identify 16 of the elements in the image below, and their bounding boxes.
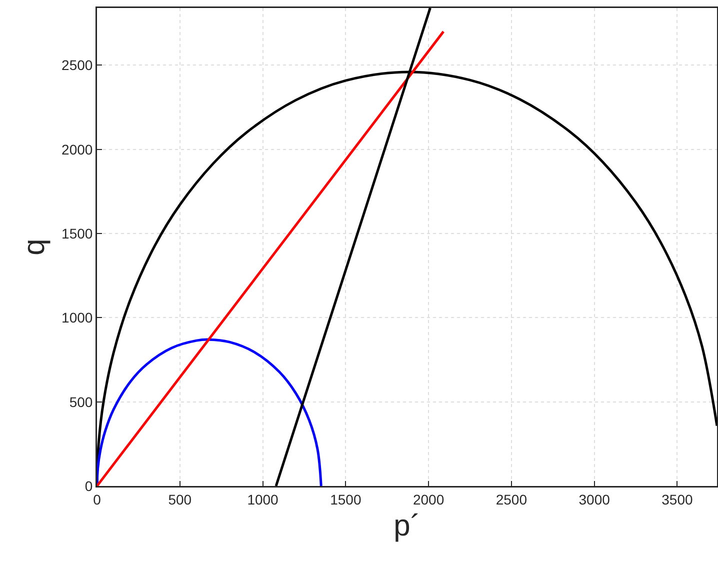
x-axis-title: p´ <box>394 510 420 543</box>
y-tick-label: 1500 <box>62 225 93 242</box>
y-tick-label: 0 <box>84 478 93 494</box>
x-tick-label: 2500 <box>496 491 528 508</box>
y-tick-label: 1000 <box>62 310 93 326</box>
x-tick-label: 1000 <box>247 491 279 508</box>
line-series <box>97 338 322 486</box>
y-tick-label: 2000 <box>62 141 93 158</box>
x-tick-label: 3000 <box>578 491 610 508</box>
y-tick-label: 2500 <box>62 57 93 74</box>
x-tick-label: 500 <box>168 491 192 508</box>
x-tick-label: 3500 <box>662 491 693 508</box>
x-tick-label: 2000 <box>412 491 444 508</box>
y-axis-title: q <box>18 238 51 256</box>
y-tick-label: 500 <box>69 394 93 410</box>
x-tick-label: 1500 <box>330 491 362 508</box>
